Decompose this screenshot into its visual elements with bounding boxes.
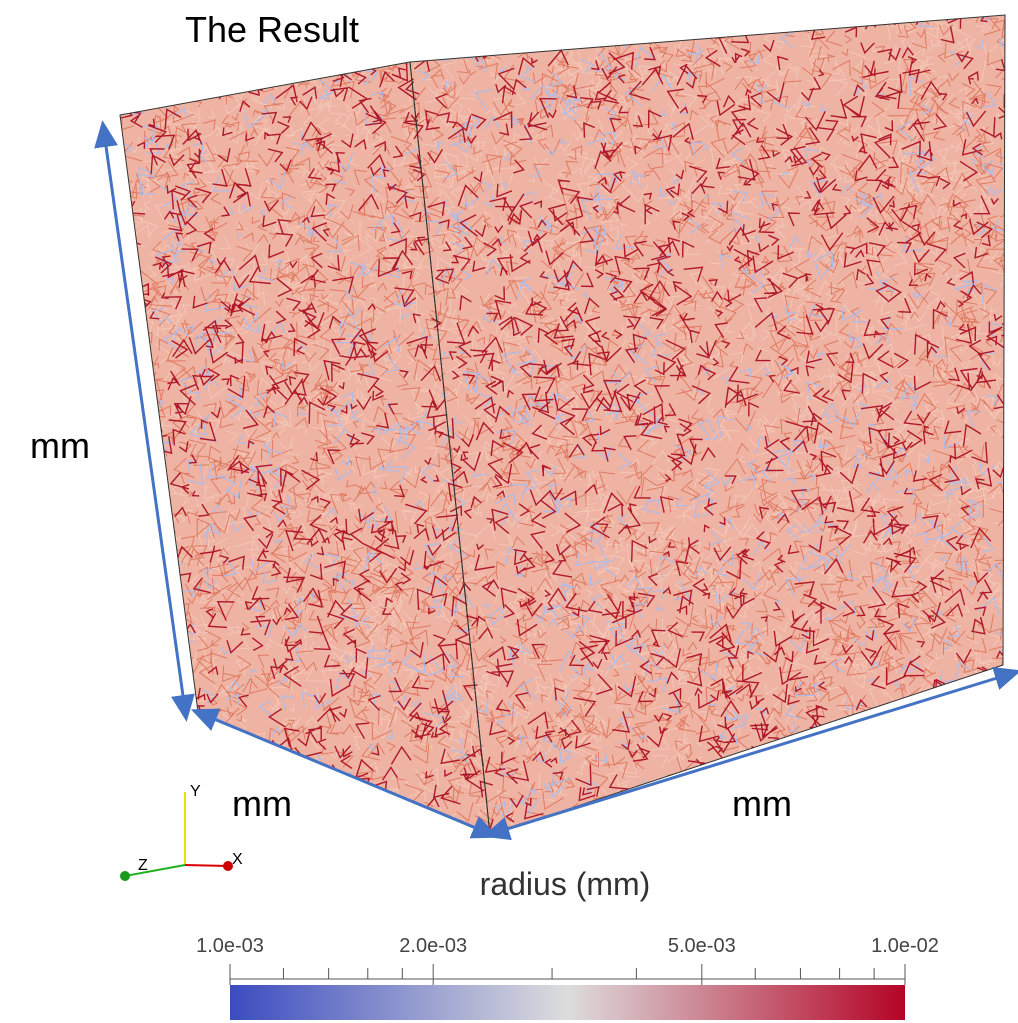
colorbar-title: radius (mm) (480, 866, 651, 902)
tick-label: 5.0e-03 (668, 935, 736, 957)
title: The Result (185, 9, 359, 50)
y-label: Y (190, 783, 201, 800)
render-view: The Result mm mm mm Y X Z radius (mm) 1.… (0, 0, 1018, 1023)
axes-triad: Y X Z (120, 783, 243, 881)
x-label: X (232, 851, 243, 868)
height-label: mm (30, 425, 90, 466)
colorbar (230, 985, 905, 1020)
network-render (94, 0, 1018, 859)
z-axis (125, 865, 185, 876)
tick-label: 1.0e-02 (871, 935, 939, 957)
tick-label: 1.0e-03 (196, 935, 264, 957)
z-tip (120, 871, 130, 881)
depth-label: mm (232, 783, 292, 824)
page: The Result mm mm mm Y X Z radius (mm) 1.… (0, 0, 1018, 1023)
width-label: mm (732, 783, 792, 824)
x-axis (185, 865, 228, 866)
z-label: Z (138, 857, 148, 874)
color-legend: radius (mm) 1.0e-03 2.0e-03 5.0e-03 1.0e-02 (196, 866, 939, 1020)
tick-label: 2.0e-03 (399, 935, 467, 957)
